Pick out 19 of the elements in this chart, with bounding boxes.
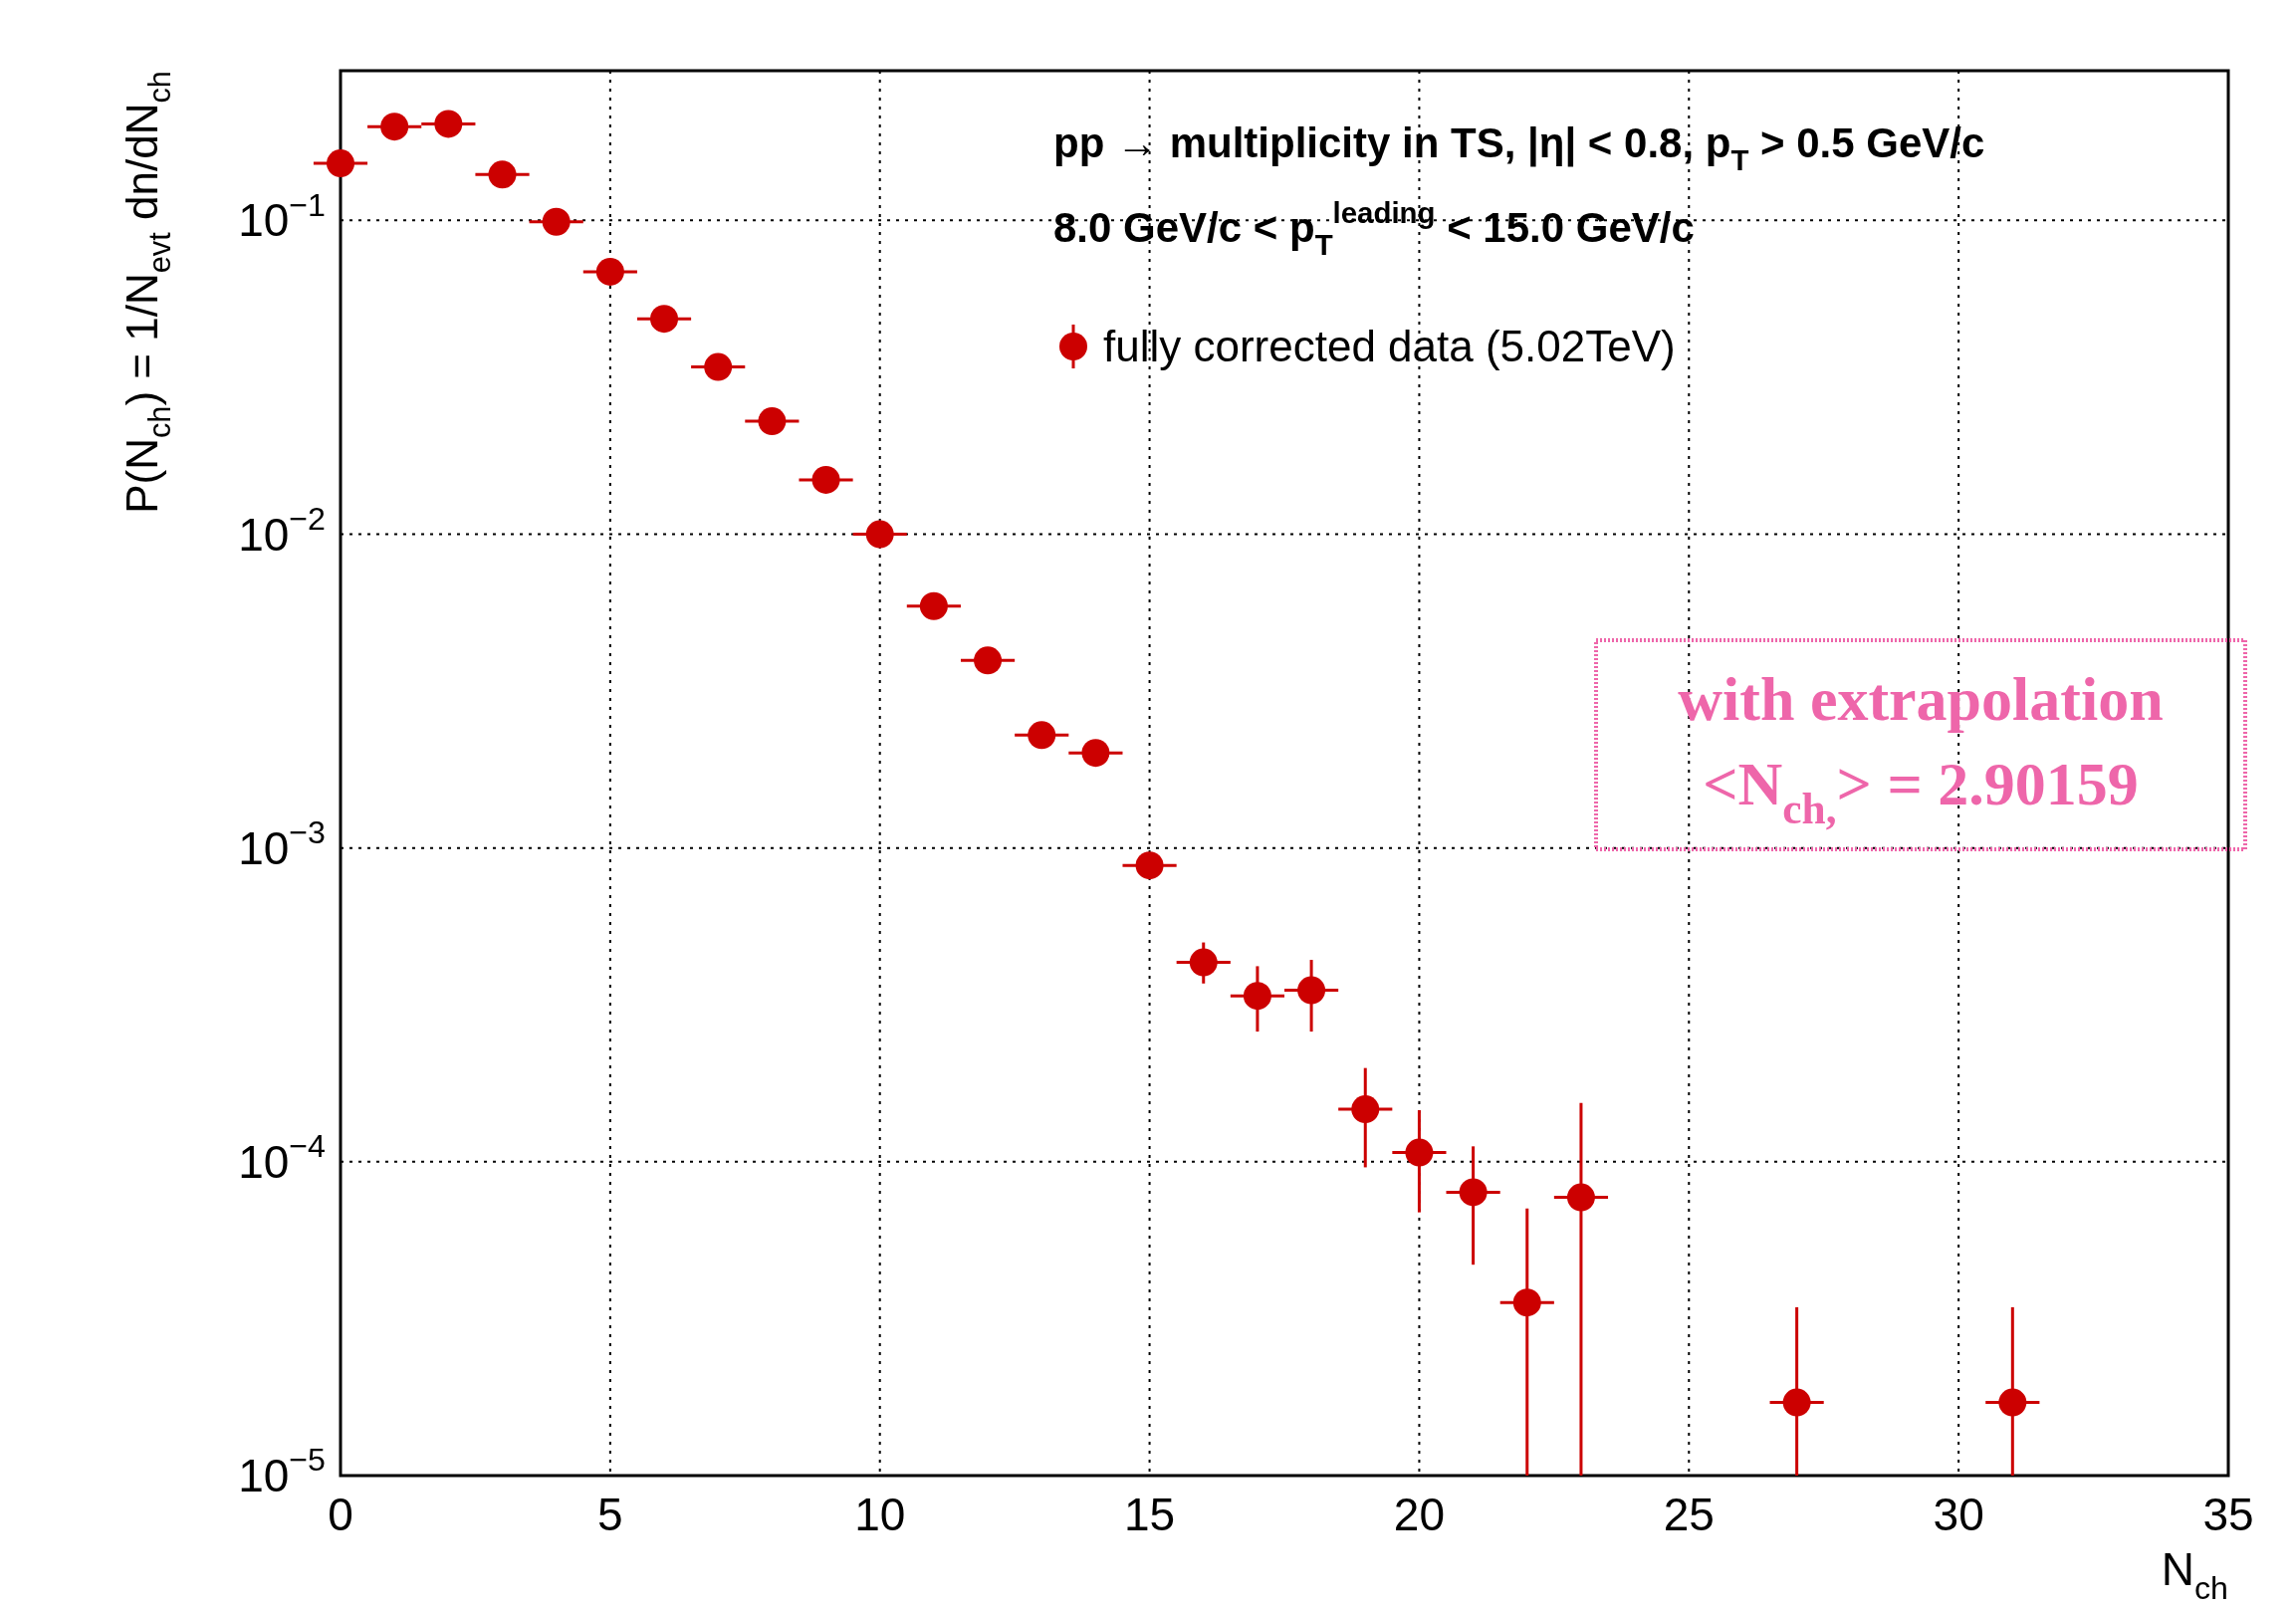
text: pp → multiplicity in TS, |η| < 0.8, p$_{T}$ > 0.5 GeV/c [1053,119,1985,176]
x-tick-label: 20 [1393,1489,1446,1540]
x-tick-label: 35 [2202,1489,2254,1540]
x-axis-title: N$_{ch}$ [2161,1543,2228,1606]
x-tick-label: 30 [1933,1489,1984,1540]
text: 8.0 GeV/c < p$_{T}$$^{leading}$ < 15.0 GeV/c [1053,196,1695,261]
y-tick-label: 10$^{−3}$ [238,813,326,874]
x-tick-label: 0 [328,1489,353,1540]
x-tick-label: 25 [1663,1489,1715,1540]
y-tick-label: 10$^{−4}$ [238,1128,326,1188]
y-tick-label: 10$^{−1}$ [238,186,326,247]
x-tick-label: 15 [1123,1489,1176,1540]
y-tick-label: 10$^{−2}$ [238,500,326,561]
legend-label: fully corrected data (5.02TeV) [1103,322,1676,370]
y-tick-label: 10$^{−5}$ [238,1442,326,1501]
x-tick-label: 10 [854,1489,906,1540]
annotation: with extrapolation [1678,665,2164,733]
annotation: <N$_{ch,}$> = 2.90159 [1703,750,2139,832]
x-tick-label: 5 [597,1489,623,1540]
